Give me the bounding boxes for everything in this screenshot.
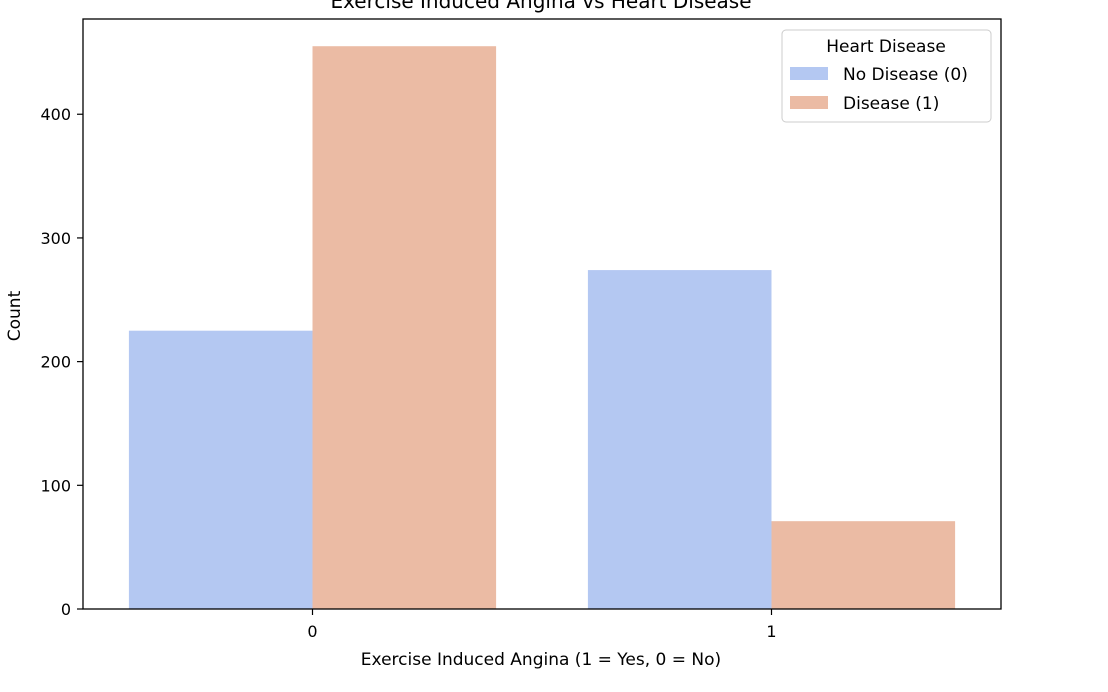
bar-no-disease-1 [587,270,772,609]
legend-box [781,29,992,123]
x-tick-label: 1 [766,622,776,641]
legend-swatch-disease [790,96,828,109]
y-tick-label: 400 [40,105,71,124]
bar-disease-0 [312,46,497,610]
bars [128,46,956,610]
bar-no-disease-0 [128,330,313,609]
y-axis-label: Count [5,290,25,341]
y-tick-label: 0 [61,600,71,619]
chart-title: Exercise Induced Angina vs Heart Disease [330,0,751,13]
y-tick-label: 100 [40,476,71,495]
y-tick-label: 200 [40,353,71,372]
legend-label-disease: Disease (1) [843,94,939,114]
legend: Heart Disease No Disease (0) Disease (1) [781,29,992,123]
y-tick-label: 300 [40,229,71,248]
plot-frame [82,18,1002,610]
legend-label-no-disease: No Disease (0) [843,65,968,85]
x-tick-label: 0 [307,622,317,641]
y-axis-ticks: 0 100 200 300 400 [40,105,83,619]
legend-title: Heart Disease [826,37,946,57]
bar-disease-1 [771,521,956,609]
legend-swatch-no-disease [790,67,828,80]
x-axis-label: Exercise Induced Angina (1 = Yes, 0 = No… [361,650,721,670]
